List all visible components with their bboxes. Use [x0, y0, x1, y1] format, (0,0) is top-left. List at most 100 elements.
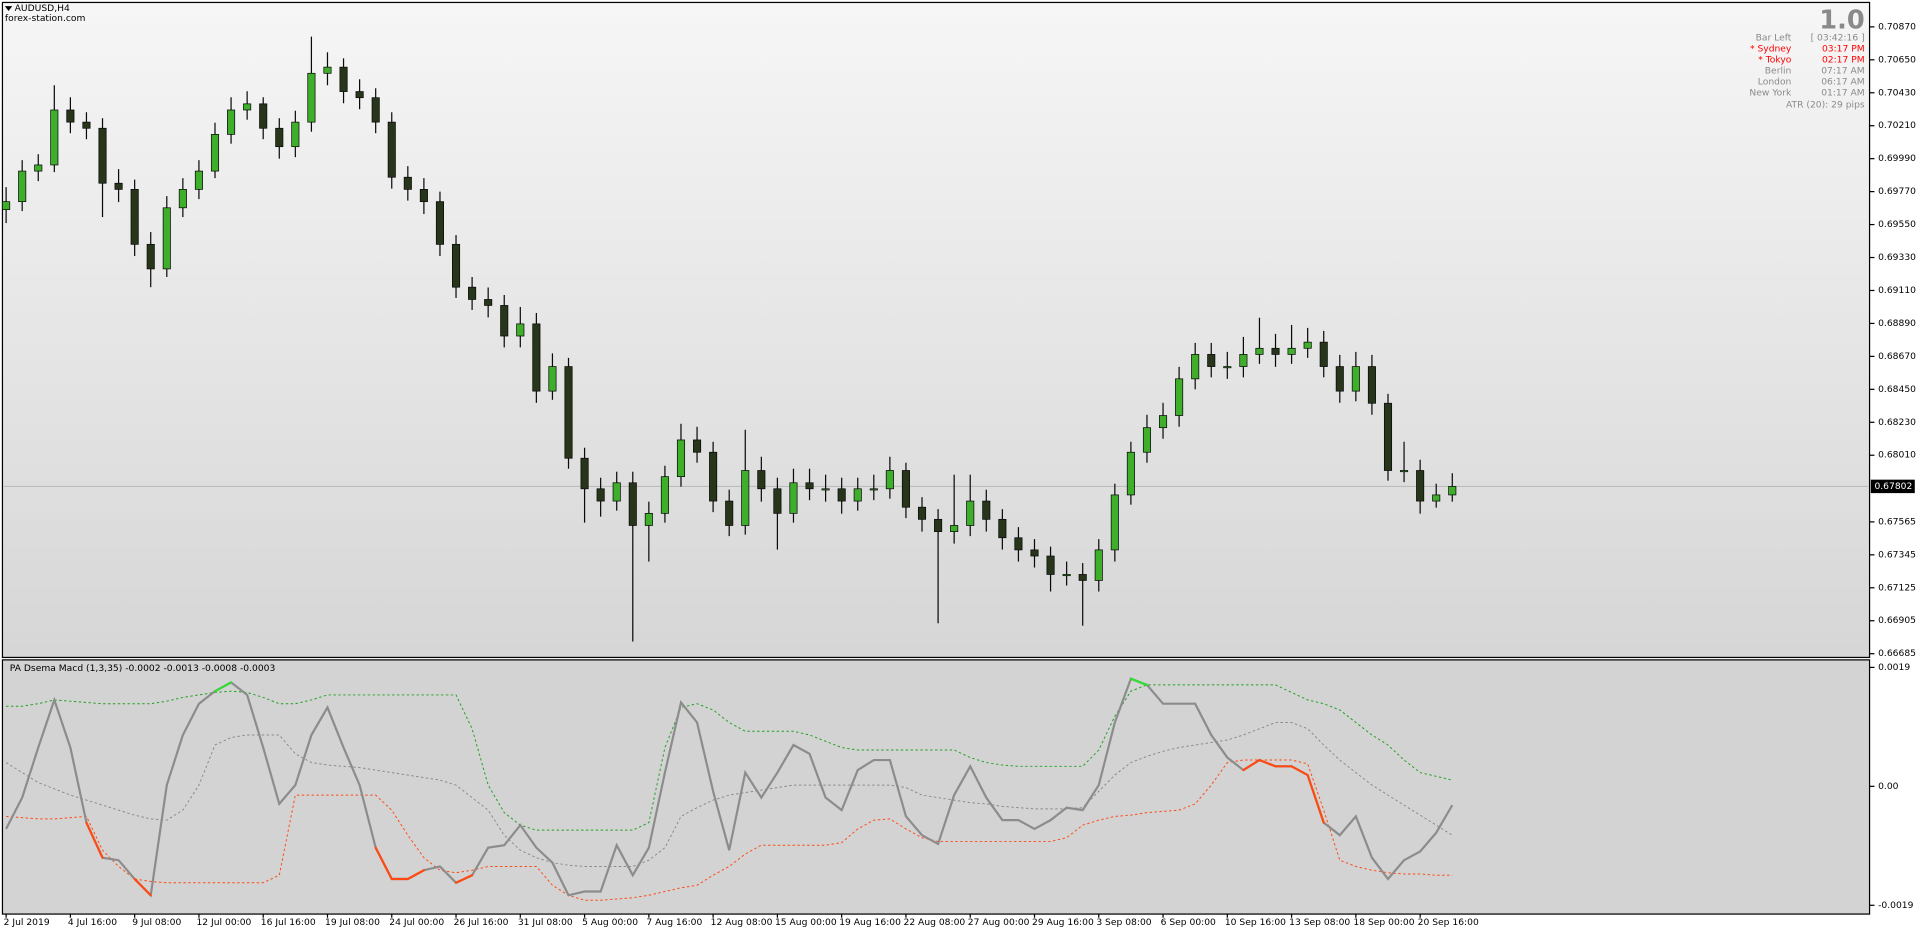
candle-body	[1207, 354, 1216, 367]
candle-body	[805, 482, 814, 490]
current-price-label: 0.67802	[1874, 481, 1912, 492]
indicator-highlight	[406, 869, 425, 881]
candle-body	[1335, 366, 1344, 392]
candle-body	[1383, 402, 1393, 471]
candle-body	[275, 127, 284, 148]
candle-body	[693, 439, 702, 453]
candle-body	[998, 518, 1007, 539]
candle-body	[676, 439, 686, 478]
y-tick-label: 0.68890	[1878, 318, 1916, 329]
candle-body	[982, 500, 991, 520]
y-tick-label: 0.68010	[1878, 450, 1916, 461]
y-tick-label: 0.67345	[1878, 549, 1916, 560]
version-label: 1.0	[1819, 5, 1864, 35]
candle-body	[853, 488, 862, 502]
candle-body	[1287, 347, 1296, 355]
session-label: * Sydney	[1750, 43, 1792, 54]
indicator-highlight	[1242, 758, 1261, 772]
candle-body	[323, 66, 332, 74]
candle-body	[1030, 549, 1039, 557]
y-tick-label: 0.68230	[1878, 417, 1916, 428]
candle-body	[82, 121, 91, 129]
session-label: London	[1758, 76, 1792, 87]
candle-body	[1159, 415, 1168, 429]
candle-body	[596, 488, 605, 502]
symbol-menu-arrow[interactable]	[4, 6, 13, 11]
band-line	[6, 759, 1453, 901]
session-value: 07:17 AM	[1821, 65, 1864, 76]
candle-body	[1239, 354, 1248, 367]
candle-body	[548, 366, 557, 392]
candle-body	[484, 299, 493, 306]
x-tick-label: 29 Aug 16:00	[1032, 917, 1094, 928]
candle-body	[1271, 347, 1280, 355]
x-tick-label: 26 Jul 16:00	[454, 917, 509, 928]
candle-body	[966, 500, 975, 526]
candle-body	[34, 164, 43, 172]
indicator-line	[5, 677, 1454, 898]
session-label: Berlin	[1765, 65, 1792, 76]
candle-body	[821, 488, 830, 491]
candle-body	[532, 323, 541, 392]
candle-body	[1175, 378, 1184, 416]
y-tick-label: -0.0019	[1878, 900, 1914, 911]
x-tick-label: 9 Jul 08:00	[132, 917, 181, 928]
candle-body	[580, 457, 589, 490]
candle-body	[1126, 451, 1135, 496]
candle-body	[291, 121, 300, 148]
session-label: New York	[1749, 87, 1792, 98]
candle-body	[387, 121, 396, 178]
x-tick-label: 10 Sep 16:00	[1225, 917, 1286, 928]
y-tick-label: 0.67565	[1878, 516, 1916, 527]
band-line	[5, 721, 1453, 867]
x-tick-label: 22 Aug 08:00	[904, 917, 966, 928]
x-tick-label: 24 Jul 00:00	[389, 917, 444, 928]
candle-body	[307, 72, 316, 123]
x-tick-label: 19 Aug 16:00	[839, 917, 901, 928]
candle-body	[725, 500, 734, 526]
candle-body	[2, 201, 11, 210]
candle-body	[500, 305, 509, 337]
price-panel	[1, 1, 1871, 659]
candle-body	[1351, 366, 1360, 392]
candle-body	[146, 243, 155, 270]
candle-body	[130, 189, 139, 245]
y-tick-label: 0.70650	[1878, 54, 1916, 65]
x-tick-label: 20 Sep 16:00	[1418, 917, 1479, 928]
candle-body	[1400, 470, 1409, 473]
x-tick-label: 13 Sep 08:00	[1289, 917, 1350, 928]
candle-body	[98, 127, 107, 184]
candle-body	[934, 518, 943, 532]
candle-body	[435, 201, 444, 245]
candle-body	[741, 470, 750, 526]
symbol-title: AUDUSD,H4	[15, 3, 70, 14]
candle-body	[227, 109, 236, 135]
y-tick-label: 0.70870	[1878, 21, 1916, 32]
candle-body	[1094, 549, 1103, 581]
candle-body	[885, 470, 894, 490]
indicator-highlight	[85, 821, 104, 859]
indicator-highlight	[1306, 773, 1325, 824]
candle-body	[612, 482, 621, 502]
indicator-highlight	[374, 846, 393, 881]
candle-body	[339, 66, 348, 92]
candle-body	[773, 488, 782, 514]
session-label: Bar Left	[1756, 32, 1792, 43]
candle-body	[628, 482, 637, 526]
session-label: * Tokyo	[1758, 54, 1792, 65]
y-tick-label: 0.69550	[1878, 219, 1916, 230]
candle-body	[355, 91, 364, 99]
candle-body	[901, 470, 910, 508]
candle-body	[178, 189, 187, 209]
candle-body	[1448, 486, 1457, 496]
session-value: 01:17 AM	[1821, 87, 1864, 98]
indicator-highlight	[454, 874, 474, 884]
x-tick-label: 27 Aug 00:00	[968, 917, 1030, 928]
candle-body	[1255, 347, 1264, 355]
x-tick-label: 3 Sep 08:00	[1096, 917, 1151, 928]
candle-body	[162, 207, 171, 270]
session-value: 02:17 PM	[1822, 54, 1865, 65]
y-tick-label: 0.66905	[1878, 615, 1916, 626]
